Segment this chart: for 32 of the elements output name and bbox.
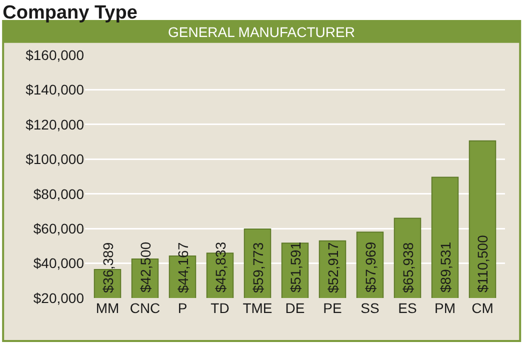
y-tick-label: $80,000 — [33, 186, 84, 202]
data-label: $52,917 — [325, 242, 341, 293]
y-tick-label: $160,000 — [26, 46, 84, 63]
data-label: $36,389 — [100, 242, 116, 293]
x-tick-label: TME — [242, 300, 272, 316]
data-label: $65,938 — [400, 242, 416, 293]
data-label: $51,591 — [288, 242, 304, 292]
x-tick-label: ES — [398, 300, 417, 316]
x-tick-label: CNC — [130, 300, 160, 316]
y-tick-label: $140,000 — [26, 82, 84, 98]
data-label: $42,500 — [138, 242, 154, 292]
data-label: $45,833 — [212, 242, 228, 292]
x-tick-label: PE — [323, 300, 342, 316]
x-tick-label: SS — [360, 300, 380, 316]
y-tick-label: $40,000 — [33, 255, 84, 272]
data-label: $57,969 — [362, 242, 378, 292]
x-tick-label: MM — [96, 300, 120, 316]
data-label: $44,167 — [175, 242, 191, 293]
y-tick-label: $120,000 — [26, 116, 84, 132]
y-tick-label: $100,000 — [26, 151, 84, 168]
x-tick-label: TD — [210, 300, 230, 316]
x-tick-label: P — [178, 300, 188, 316]
data-label: $59,773 — [250, 242, 266, 293]
data-label: $89,531 — [438, 242, 454, 292]
y-tick-label: $60,000 — [33, 220, 84, 236]
x-tick-label: CM — [472, 300, 494, 316]
x-tick-label: PM — [434, 300, 456, 316]
y-tick-label: $20,000 — [33, 290, 84, 306]
chart-subtitle: GENERAL MANUFACTURER — [168, 24, 355, 40]
x-tick-label: DE — [285, 300, 305, 316]
chart-title: Company Type — [2, 2, 138, 24]
data-label: $110,500 — [474, 234, 490, 292]
